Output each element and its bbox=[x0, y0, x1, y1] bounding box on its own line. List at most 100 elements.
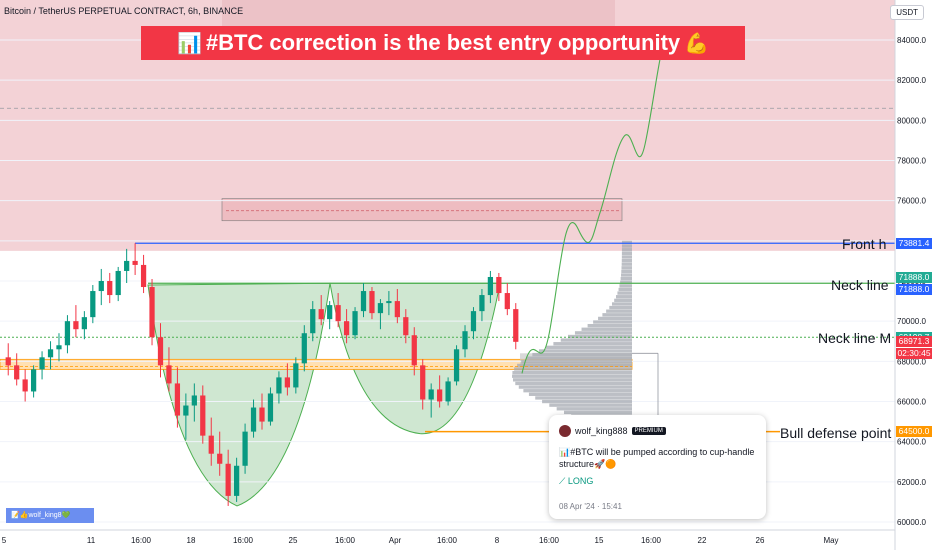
x-tick-label: 26 bbox=[756, 536, 765, 545]
volume-bar bbox=[512, 370, 632, 375]
volume-bar bbox=[549, 403, 632, 407]
idea-text: 📊#BTC will be pumped according to cup-ha… bbox=[559, 446, 759, 470]
candle bbox=[352, 311, 358, 336]
candle bbox=[124, 260, 130, 271]
candle bbox=[437, 389, 443, 402]
volume-bar bbox=[621, 248, 632, 252]
x-tick-label: 15 bbox=[595, 536, 604, 545]
x-tick-label: Apr bbox=[389, 536, 402, 545]
candle bbox=[343, 321, 350, 336]
candle bbox=[208, 435, 214, 454]
watermark-text: wolf_king8 bbox=[28, 512, 62, 519]
volume-bar bbox=[621, 258, 632, 263]
candle bbox=[284, 377, 290, 388]
candle bbox=[462, 331, 468, 350]
candle bbox=[259, 407, 265, 422]
candle bbox=[420, 365, 426, 400]
author-name[interactable]: wolf_king888 bbox=[575, 426, 628, 436]
candle bbox=[327, 305, 333, 320]
bull-defense-label: Bull defense point bbox=[780, 425, 892, 441]
x-tick-label: May bbox=[823, 536, 838, 545]
volume-bar bbox=[538, 349, 632, 353]
volume-bar bbox=[621, 262, 632, 266]
candle bbox=[453, 349, 460, 382]
avatar[interactable] bbox=[559, 425, 571, 437]
candle bbox=[115, 270, 121, 296]
volume-bar bbox=[606, 309, 632, 313]
volume-bar bbox=[621, 273, 632, 277]
volume-bar bbox=[526, 356, 632, 360]
candle bbox=[250, 407, 257, 432]
candle bbox=[513, 309, 519, 342]
volume-bar bbox=[515, 381, 632, 386]
candle bbox=[411, 335, 417, 366]
candle bbox=[98, 281, 104, 292]
currency-button[interactable]: USDT bbox=[890, 5, 924, 20]
candle bbox=[487, 276, 494, 296]
candle bbox=[470, 311, 477, 332]
volume-bar bbox=[587, 323, 632, 328]
candle bbox=[428, 389, 434, 400]
volume-bar bbox=[563, 410, 632, 415]
candles bbox=[5, 243, 519, 506]
volume-bar bbox=[542, 399, 632, 404]
x-tick-label: 16:00 bbox=[641, 536, 662, 545]
idea-card[interactable]: wolf_king888 PREMIUM 📊#BTC will be pumpe… bbox=[549, 415, 766, 519]
candle bbox=[132, 260, 138, 265]
price-tag: 68971.3 bbox=[896, 336, 932, 348]
volume-bar bbox=[528, 392, 632, 396]
candle bbox=[310, 309, 316, 334]
candle bbox=[30, 369, 37, 392]
candle bbox=[149, 287, 155, 338]
volume-bar bbox=[556, 407, 632, 411]
volume-bar bbox=[567, 334, 632, 339]
x-tick-label: 16:00 bbox=[233, 536, 254, 545]
y-tick-label: 78000.0 bbox=[897, 157, 926, 166]
candle bbox=[22, 379, 28, 392]
candle bbox=[318, 309, 324, 320]
volume-bar bbox=[517, 363, 632, 368]
volume-bar bbox=[619, 284, 632, 288]
candle bbox=[335, 305, 341, 322]
candle bbox=[504, 293, 510, 310]
candle bbox=[157, 337, 164, 366]
y-tick-label: 80000.0 bbox=[897, 116, 926, 125]
price-tag: 71888.0 bbox=[896, 271, 932, 283]
candle bbox=[217, 453, 223, 464]
candle bbox=[39, 357, 45, 370]
y-tick-label: 84000.0 bbox=[897, 36, 926, 45]
neck-line-label: Neck line bbox=[831, 277, 889, 293]
candle bbox=[81, 317, 87, 330]
premium-badge: PREMIUM bbox=[631, 427, 666, 435]
direction-label: LONG bbox=[567, 476, 594, 486]
volume-bar bbox=[598, 316, 632, 321]
candle bbox=[64, 321, 71, 346]
volume-bar bbox=[513, 378, 632, 382]
x-tick-label: 16:00 bbox=[335, 536, 356, 545]
volume-bar bbox=[521, 360, 632, 364]
volume-bar bbox=[620, 276, 632, 281]
x-tick-label: 8 bbox=[495, 536, 500, 545]
volume-bar bbox=[618, 287, 632, 292]
neck-line-m-label: Neck line M bbox=[818, 330, 892, 346]
x-tick-label: 5 bbox=[2, 536, 7, 545]
volume-bar bbox=[621, 255, 632, 259]
candle bbox=[166, 365, 172, 384]
volume-bar bbox=[560, 338, 632, 342]
projection-path bbox=[521, 29, 669, 374]
rocket-icon: 🚀🟠 bbox=[594, 459, 617, 469]
x-tick-label: 18 bbox=[187, 536, 196, 545]
x-tick-label: 16:00 bbox=[539, 536, 560, 545]
volume-bar bbox=[518, 385, 632, 389]
candle bbox=[56, 345, 62, 350]
volume-bar bbox=[602, 313, 632, 317]
y-tick-label: 64000.0 bbox=[897, 438, 926, 447]
candle bbox=[377, 303, 384, 314]
candle bbox=[369, 291, 375, 314]
candle bbox=[276, 377, 282, 394]
volume-bar bbox=[615, 295, 632, 299]
volume-bar bbox=[621, 240, 632, 245]
volume-bar bbox=[546, 345, 632, 349]
y-tick-label: 66000.0 bbox=[897, 398, 926, 407]
